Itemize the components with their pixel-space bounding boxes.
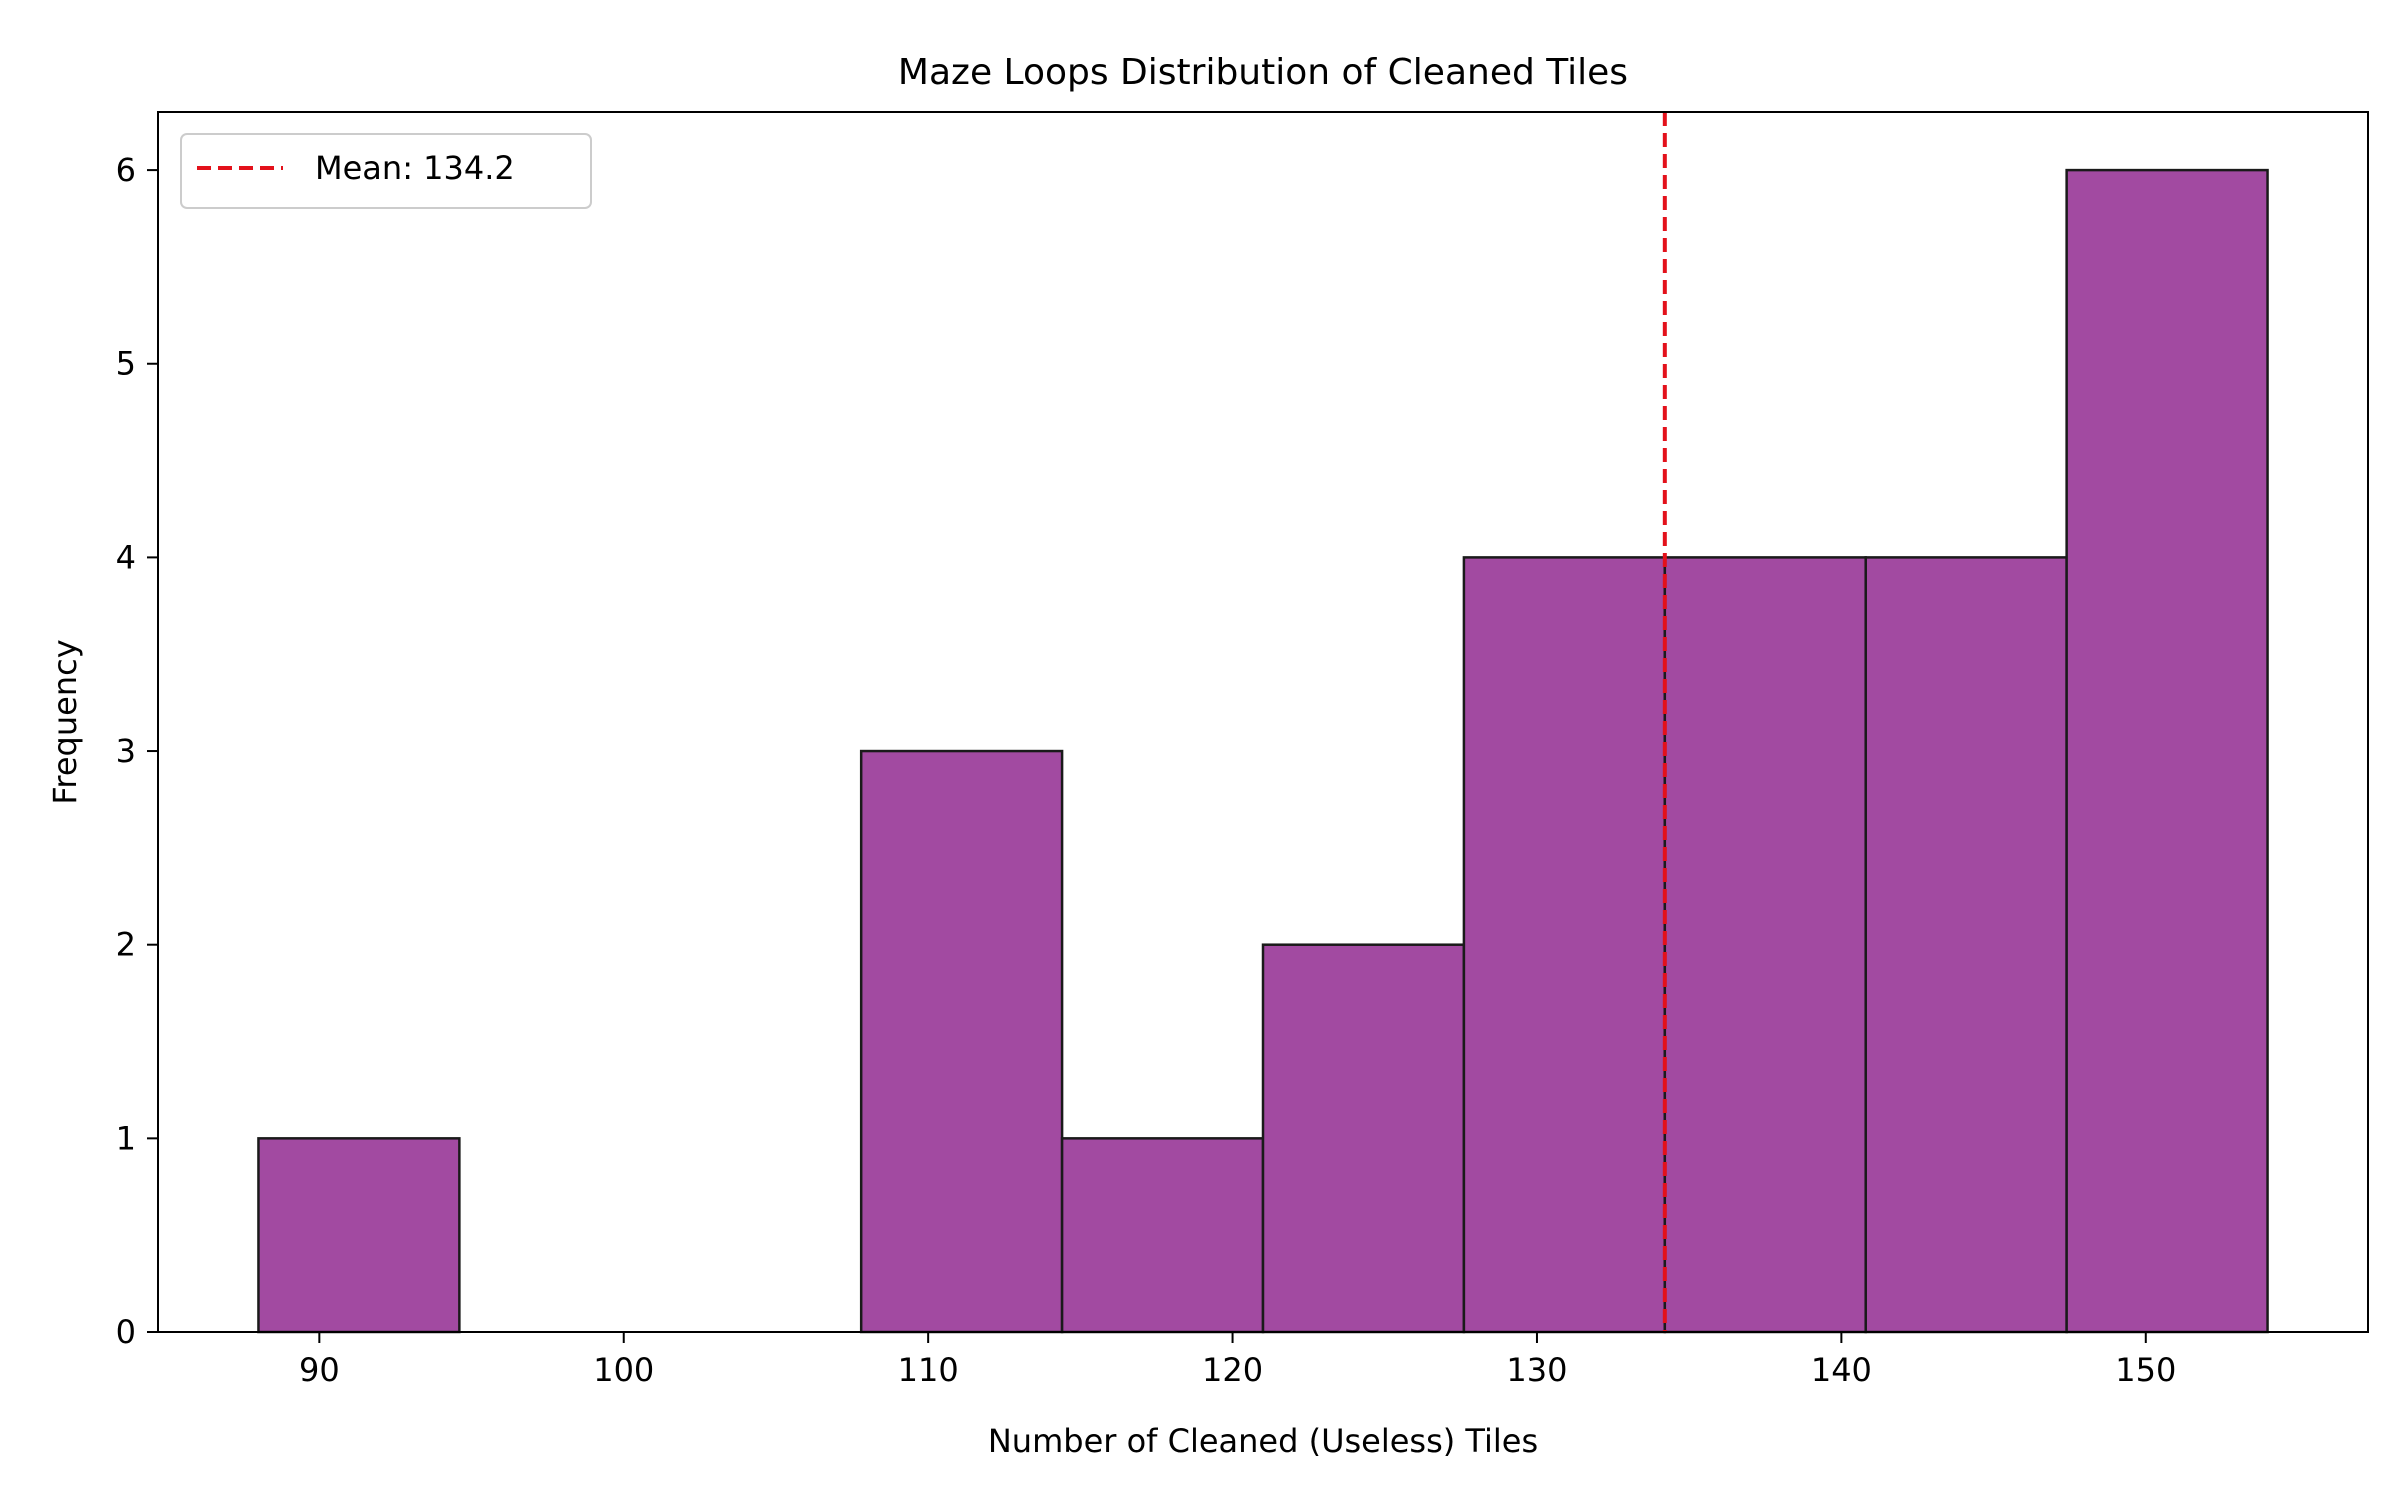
histogram-bar: [1060, 1137, 1265, 1334]
bars-layer: [257, 168, 2269, 1334]
x-axis-ticks: 90 100 110 120 130 140 150: [299, 1332, 2176, 1389]
x-tick-label: 140: [1811, 1351, 1872, 1389]
histogram-bar: [859, 749, 1064, 1334]
y-tick-label: 6: [116, 151, 136, 189]
legend-box: [180, 133, 592, 209]
x-tick-label: 110: [898, 1351, 959, 1389]
histogram-bar: [257, 1137, 461, 1334]
y-axis-label: Frequency: [46, 639, 84, 804]
y-tick-label: 0: [116, 1313, 136, 1351]
y-tick-label: 3: [116, 732, 136, 770]
chart-title: Maze Loops Distribution of Cleaned Tiles: [898, 52, 1628, 93]
histogram-bar: [1864, 556, 2068, 1334]
histogram-bar: [1261, 943, 1466, 1334]
x-tick-label: 100: [593, 1351, 654, 1389]
y-tick-label: 2: [116, 926, 136, 964]
x-axis-label: Number of Cleaned (Useless) Tiles: [988, 1422, 1538, 1460]
y-tick-label: 1: [116, 1119, 136, 1157]
y-tick-label: 4: [116, 538, 136, 576]
y-tick-label: 5: [116, 345, 136, 383]
histogram-bar: [2065, 168, 2269, 1334]
legend-mean-label: Mean: 134.2: [315, 149, 515, 187]
histogram-bar: [1663, 556, 1867, 1334]
x-tick-label: 120: [1202, 1351, 1263, 1389]
x-tick-label: 90: [299, 1351, 340, 1389]
x-tick-label: 130: [1506, 1351, 1567, 1389]
legend: Mean: 134.2: [180, 133, 592, 209]
x-tick-label: 150: [2115, 1351, 2176, 1389]
y-axis-ticks: 0 1 2 3 4 5 6: [116, 151, 158, 1351]
axes-frame: [157, 111, 2369, 1333]
histogram-bar: [1462, 556, 1667, 1334]
